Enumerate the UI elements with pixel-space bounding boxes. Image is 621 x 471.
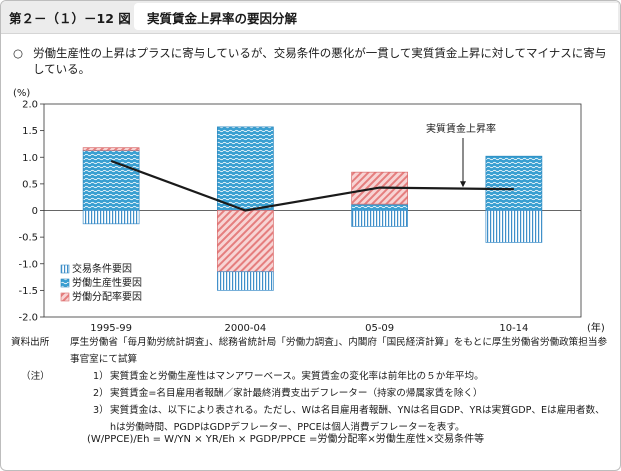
- legend-label: 交易条件要因: [72, 262, 132, 275]
- note-row-2: 2） 実質賃金=名目雇用者報酬／家計最終消費支出デフレーター（持家の帰属家賃を除…: [11, 385, 616, 402]
- line-annotation: 実質賃金上昇率: [426, 122, 496, 135]
- x-axis-unit: (年): [587, 321, 605, 334]
- legend-swatch: [60, 292, 70, 302]
- x-tick-label: 10-14: [499, 323, 528, 334]
- note-text: hは労働時間、PGDPはGDPデフレーター、PPCEは個人消費デフレーターを表す…: [110, 422, 465, 433]
- source-text: 厚生労働省「毎月勤労統計調査」、総務省統計局「労働力調査」、内閣府「国民経済計算…: [70, 337, 608, 365]
- note-label: （注）: [21, 371, 50, 382]
- bar-productivity-3: [485, 155, 543, 211]
- note-text: 実質賃金と労働生産性はマンアワーベース。実質賃金の変化率は前年比の５か年平均。: [110, 371, 484, 382]
- y-tick-label: -1.5: [18, 286, 38, 297]
- title-box: [134, 3, 618, 30]
- y-tick-label: -1.0: [18, 259, 38, 270]
- x-tick-label: 2000-04: [224, 323, 266, 334]
- note-text: 実質賃金=名目雇用者報酬／家計最終消費支出デフレーター（持家の帰属家賃を除く）: [110, 388, 483, 399]
- x-tick-label: 05-09: [365, 323, 394, 334]
- bar-productivity-2: [351, 203, 408, 211]
- note-row-3: 3） 実質賃金は、以下により表される。ただし、Wは名目雇用者報酬、YNは名目GD…: [11, 402, 616, 419]
- plot-area: 2.0 1.5 1.0 0.5 0 -0.5 -1.0 -1.5 -2.0 (%) 1995-99 2…: [13, 88, 605, 334]
- figure-header: 第２－（１）－12 図 実質賃金上昇率の要因分解: [1, 1, 620, 34]
- formula: (W/PPCE)/Eh = W/YN × YR/Eh × PGDP/PPCE =…: [87, 434, 485, 445]
- bar-productivity-1: [217, 126, 274, 211]
- y-tick-label: 2.0: [22, 100, 38, 111]
- summary-text: 労働生産性の上昇はプラスに寄与しているが、交易条件の悪化が一貫して実質賃金上昇に…: [33, 46, 607, 76]
- note-row-1: （注） 1） 実質賃金と労働生産性はマンアワーベース。実質賃金の変化率は前年比の…: [11, 368, 616, 385]
- bar-terms-of-trade-1: [217, 271, 274, 291]
- note-number: 2）: [93, 388, 109, 399]
- real-wage-line: [110, 159, 514, 212]
- chart: 2.0 1.5 1.0 0.5 0 -0.5 -1.0 -1.5 -2.0 (%) 1995-99 2…: [13, 88, 605, 334]
- figure-number: 第２－（１）－12 図: [9, 11, 131, 26]
- x-tick-label: 1995-99: [90, 323, 132, 334]
- bar-terms-of-trade-3: [485, 210, 543, 243]
- bar-productivity-0: [82, 149, 140, 211]
- note-text: 実質賃金は、以下により表される。ただし、Wは名目雇用者報酬、YNは名目GDP、Y…: [110, 405, 605, 416]
- y-axis-unit: (%): [13, 88, 30, 99]
- y-tick-label: 1.0: [22, 153, 38, 164]
- bar-labor-share-1: [217, 210, 274, 273]
- source-label: 資料出所: [11, 337, 50, 348]
- note-row-4: hは労働時間、PGDPはGDPデフレーター、PPCEは個人消費デフレーターを表す…: [11, 419, 616, 436]
- y-tick-label: 1.5: [22, 126, 38, 137]
- summary-marker: ○: [13, 46, 24, 60]
- notes: 資料出所 厚生労働省「毎月勤労統計調査」、総務省統計局「労働力調査」、内閣府「国…: [11, 334, 616, 436]
- legend-label: 労働分配率要因: [72, 290, 142, 303]
- note-number: 1）: [93, 371, 109, 382]
- y-tick-label: -0.5: [18, 233, 38, 244]
- figure-title: 実質賃金上昇率の要因分解: [147, 11, 298, 26]
- legend-swatch: [60, 264, 70, 274]
- y-tick-label: 0: [32, 206, 38, 217]
- bar-labor-share-0: [82, 147, 140, 151]
- source-row: 資料出所 厚生労働省「毎月勤労統計調査」、総務省統計局「労働力調査」、内閣府「国…: [11, 334, 616, 368]
- y-tick-label: -2.0: [18, 313, 38, 324]
- legend-label: 労働生産性要因: [72, 276, 142, 289]
- annotation-arrow-head: [460, 181, 466, 188]
- note-number: 3）: [93, 405, 109, 416]
- bar-terms-of-trade-2: [351, 210, 408, 227]
- y-tick-label: 0.5: [22, 179, 38, 190]
- legend-swatch: [60, 278, 70, 288]
- bar-terms-of-trade-0: [82, 210, 140, 225]
